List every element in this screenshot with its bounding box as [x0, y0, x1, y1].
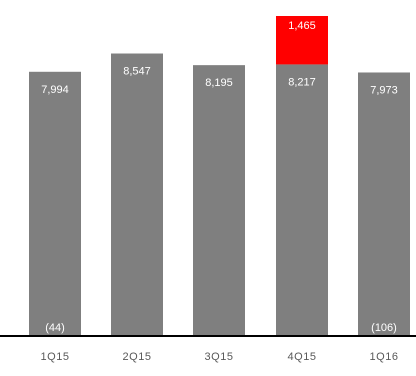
x-tick-label-3Q15: 3Q15 — [205, 351, 234, 363]
bar-3Q15 — [193, 65, 245, 336]
bar-1Q15 — [29, 71, 81, 336]
x-tick-label-4Q15: 4Q15 — [288, 351, 317, 363]
adjustment-label-1Q15: (44) — [45, 322, 65, 334]
x-tick-label-2Q15: 2Q15 — [123, 351, 152, 363]
bar-4Q15 — [276, 64, 328, 337]
adjustment-label-1Q16: (106) — [371, 322, 397, 334]
value-label-1Q16: 7,973 — [370, 84, 398, 96]
bar-2Q15 — [111, 53, 163, 336]
value-label-1Q15: 7,994 — [41, 84, 69, 96]
x-tick-label-1Q16: 1Q16 — [370, 351, 399, 363]
value-label-2Q15: 8,547 — [123, 66, 151, 78]
value-label-4Q15: 8,217 — [288, 76, 316, 88]
bar-1Q16 — [358, 72, 410, 337]
extra-label-4Q15: 1,465 — [288, 20, 316, 32]
bar-addition-4Q15 — [276, 16, 328, 65]
value-label-3Q15: 8,195 — [205, 77, 233, 89]
x-tick-label-1Q15: 1Q15 — [41, 351, 70, 363]
